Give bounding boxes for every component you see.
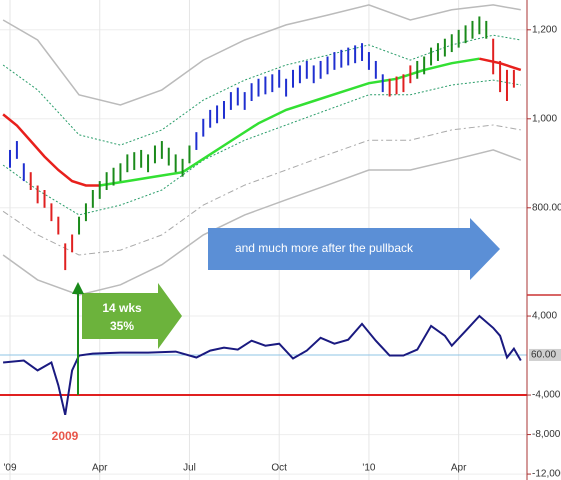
annotation: 2009 [52, 429, 79, 443]
band-line [2, 113, 100, 187]
y-tick-label: 1,200 [532, 24, 557, 35]
arrow-pullback [208, 218, 500, 280]
y-tick-label: 4,000 [532, 311, 557, 322]
arrow-head [72, 282, 84, 294]
value-label: 60.00 [531, 350, 556, 361]
band-line [2, 149, 522, 296]
annotation: 14 wks [102, 301, 142, 315]
x-tick-label: Apr [92, 463, 108, 474]
y-tick-label: -4,000 [532, 390, 561, 401]
band-line [2, 124, 521, 256]
y-tick-label: 800.00 [532, 202, 561, 213]
x-tick-label: Jul [183, 463, 196, 474]
x-tick-label: '10 [362, 463, 375, 474]
x-tick-label: '09 [3, 463, 16, 474]
x-tick-label: Apr [451, 463, 467, 474]
arrow-gain [82, 283, 182, 349]
band-line [2, 79, 521, 216]
annotation: 35% [110, 319, 134, 333]
band-line [99, 57, 480, 187]
band-line [2, 4, 521, 106]
band-line [2, 34, 521, 146]
y-tick-label: -12,000 [532, 469, 561, 480]
oscillator-line [3, 314, 522, 416]
value-label-box [529, 348, 561, 361]
plot [0, 4, 527, 416]
annotation: and much more after the pullback [235, 241, 414, 255]
x-tick-label: Oct [271, 463, 287, 474]
y-tick-label: 1,000 [532, 113, 557, 124]
y-tick-label: -8,000 [532, 429, 561, 440]
